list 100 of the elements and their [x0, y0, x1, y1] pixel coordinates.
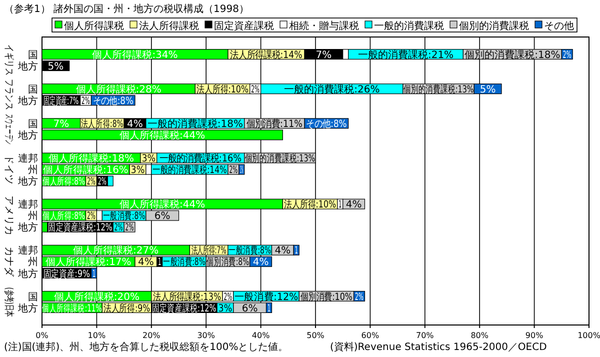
- data-label: 2%: [562, 49, 572, 60]
- text: (注)国(連邦)、州、地方を合算した税収総額を100%とした値。: [4, 341, 288, 353]
- x-tick-label: 30%: [197, 331, 216, 340]
- data-label: 法人所得:10%: [284, 198, 336, 211]
- data-label: 個人所得課税:44%: [120, 130, 206, 142]
- legend-label: 個人所得課税: [64, 20, 124, 32]
- data-label: 法人所得:8%: [80, 118, 124, 130]
- data-label: 1: [268, 302, 271, 314]
- data-label: 固定資産課税:12%: [152, 302, 216, 315]
- data-label: 5%: [480, 84, 496, 96]
- data-label: 2%: [98, 176, 107, 188]
- data-label: 4%: [127, 119, 143, 130]
- data-label: 一般消費:8%: [102, 210, 146, 223]
- legend-label: 相続・贈与課税: [289, 20, 359, 32]
- legend-label: 法人所得課税: [139, 20, 199, 32]
- y-tick-label: 地方: [17, 222, 38, 234]
- data-label: 個別消費:10%: [300, 290, 353, 304]
- legend-label: 個別的消費課税: [459, 20, 529, 32]
- data-label: 個人所得課税:28%: [76, 83, 162, 96]
- text: ドイツ: [3, 154, 14, 184]
- data-label: その他:8%: [306, 118, 347, 130]
- y-tick-label: 国: [28, 50, 38, 61]
- data-label: 個別消費:11%: [246, 118, 303, 130]
- x-tick-label: 80%: [470, 331, 489, 340]
- text: (参考)日本: [4, 287, 16, 317]
- data-label: 一般消費:12%: [234, 290, 298, 303]
- data-label: 3%: [218, 302, 232, 315]
- y-tick-label: 国: [28, 292, 38, 303]
- data-label: 個別的消費課税:13%: [403, 83, 474, 96]
- y-tick-label: 地方: [17, 268, 38, 280]
- x-tick-label: 100%: [578, 331, 600, 340]
- chart-title: （参考1） 諸外国の国・州・地方の税収構成（1998）: [4, 3, 249, 15]
- data-label: 個別消費:8%: [206, 256, 250, 269]
- data-label: 個人所得課税:27%: [73, 244, 159, 257]
- data-label: 固定資産課税:12%: [48, 222, 112, 234]
- data-label: 個人所得課税:17%: [46, 256, 132, 268]
- data-label: 個人所得課税:44%: [120, 198, 206, 211]
- data-label: 個人所得課税:34%: [92, 48, 178, 61]
- x-tick-label: 70%: [416, 331, 434, 340]
- text: カナダ: [3, 246, 15, 278]
- text: (資料)Revenue Statistics 1965-2000／OECD: [330, 341, 548, 353]
- y-tick-label: 地方: [17, 130, 38, 142]
- data-label: 2%: [355, 291, 364, 302]
- y-tick-label: 国: [28, 119, 38, 130]
- x-tick-label: 60%: [361, 331, 380, 340]
- data-label: 1: [92, 268, 96, 280]
- data-label: 個人所得課税:20%: [54, 290, 140, 303]
- data-label: 2%: [87, 176, 96, 188]
- text: フランス: [2, 79, 14, 110]
- data-label: 1: [338, 198, 342, 210]
- legend-label: その他: [544, 20, 574, 32]
- x-tick-label: 40%: [252, 331, 270, 340]
- data-label: 1%: [240, 163, 244, 176]
- data-label: 個人所得:8%: [42, 210, 86, 223]
- data-label: 3%: [130, 164, 145, 176]
- data-label: 一般的消費課税:16%: [160, 153, 242, 165]
- data-label: 5%: [48, 61, 64, 72]
- text: アメリカ: [3, 196, 14, 236]
- data-label: 2%: [251, 84, 260, 95]
- data-label: 法人所得課税:13%: [152, 290, 222, 304]
- x-tick-label: 20%: [142, 331, 161, 340]
- data-label: 法人所得:7%: [191, 244, 226, 256]
- y-tick-label: 連邦: [18, 152, 38, 165]
- y-tick-label: 州: [28, 210, 38, 222]
- data-label: 4%: [346, 200, 362, 211]
- y-tick-label: 連邦: [18, 198, 38, 211]
- legend-label: 一般的消費課税: [374, 20, 444, 32]
- data-label: 2%: [224, 291, 232, 302]
- data-label: 個人所得課税:18%: [48, 152, 134, 165]
- data-label: 6%: [242, 303, 258, 314]
- data-label: 個人所得課税:16%: [43, 164, 128, 176]
- text: スウェーデン: [3, 114, 15, 145]
- data-label: その他:8%: [92, 95, 134, 108]
- y-tick-label: 地方: [17, 60, 38, 72]
- data-label: 法人所得:9%: [103, 302, 151, 315]
- data-label: 一般的消費課税:18%: [147, 118, 243, 130]
- data-label: 一般消費:8%: [228, 244, 272, 258]
- data-label: 固定資産:7%: [44, 94, 79, 106]
- data-label: 3%: [142, 153, 156, 165]
- data-label: 個人所得:8%: [42, 175, 86, 188]
- data-label: 法人所得課税:14%: [230, 49, 302, 62]
- data-label: 4%: [138, 257, 154, 268]
- data-label: 個別的消費課税:18%: [464, 48, 560, 61]
- text: イギリス: [2, 44, 15, 76]
- x-tick-label: 90%: [525, 331, 544, 340]
- y-tick-label: 州: [28, 164, 38, 176]
- y-tick-label: 国: [28, 84, 38, 96]
- data-label: 2%: [229, 164, 238, 176]
- data-label: 4%: [274, 246, 291, 257]
- data-label: 一般的消費課税:26%: [284, 83, 380, 96]
- data-label: 7%: [316, 50, 332, 61]
- data-label: 2%: [114, 222, 124, 234]
- data-label: 7%: [53, 119, 70, 130]
- data-label: 一般消費:8%: [162, 256, 206, 269]
- data-label: 法人所得:10%: [196, 84, 249, 96]
- x-tick-label: 10%: [88, 331, 106, 340]
- data-label: 6%: [154, 211, 170, 222]
- data-label: 一般的消費課税:21%: [358, 48, 454, 61]
- x-tick-label: 0%: [36, 331, 49, 340]
- data-label: 固定資産:9%: [43, 268, 90, 280]
